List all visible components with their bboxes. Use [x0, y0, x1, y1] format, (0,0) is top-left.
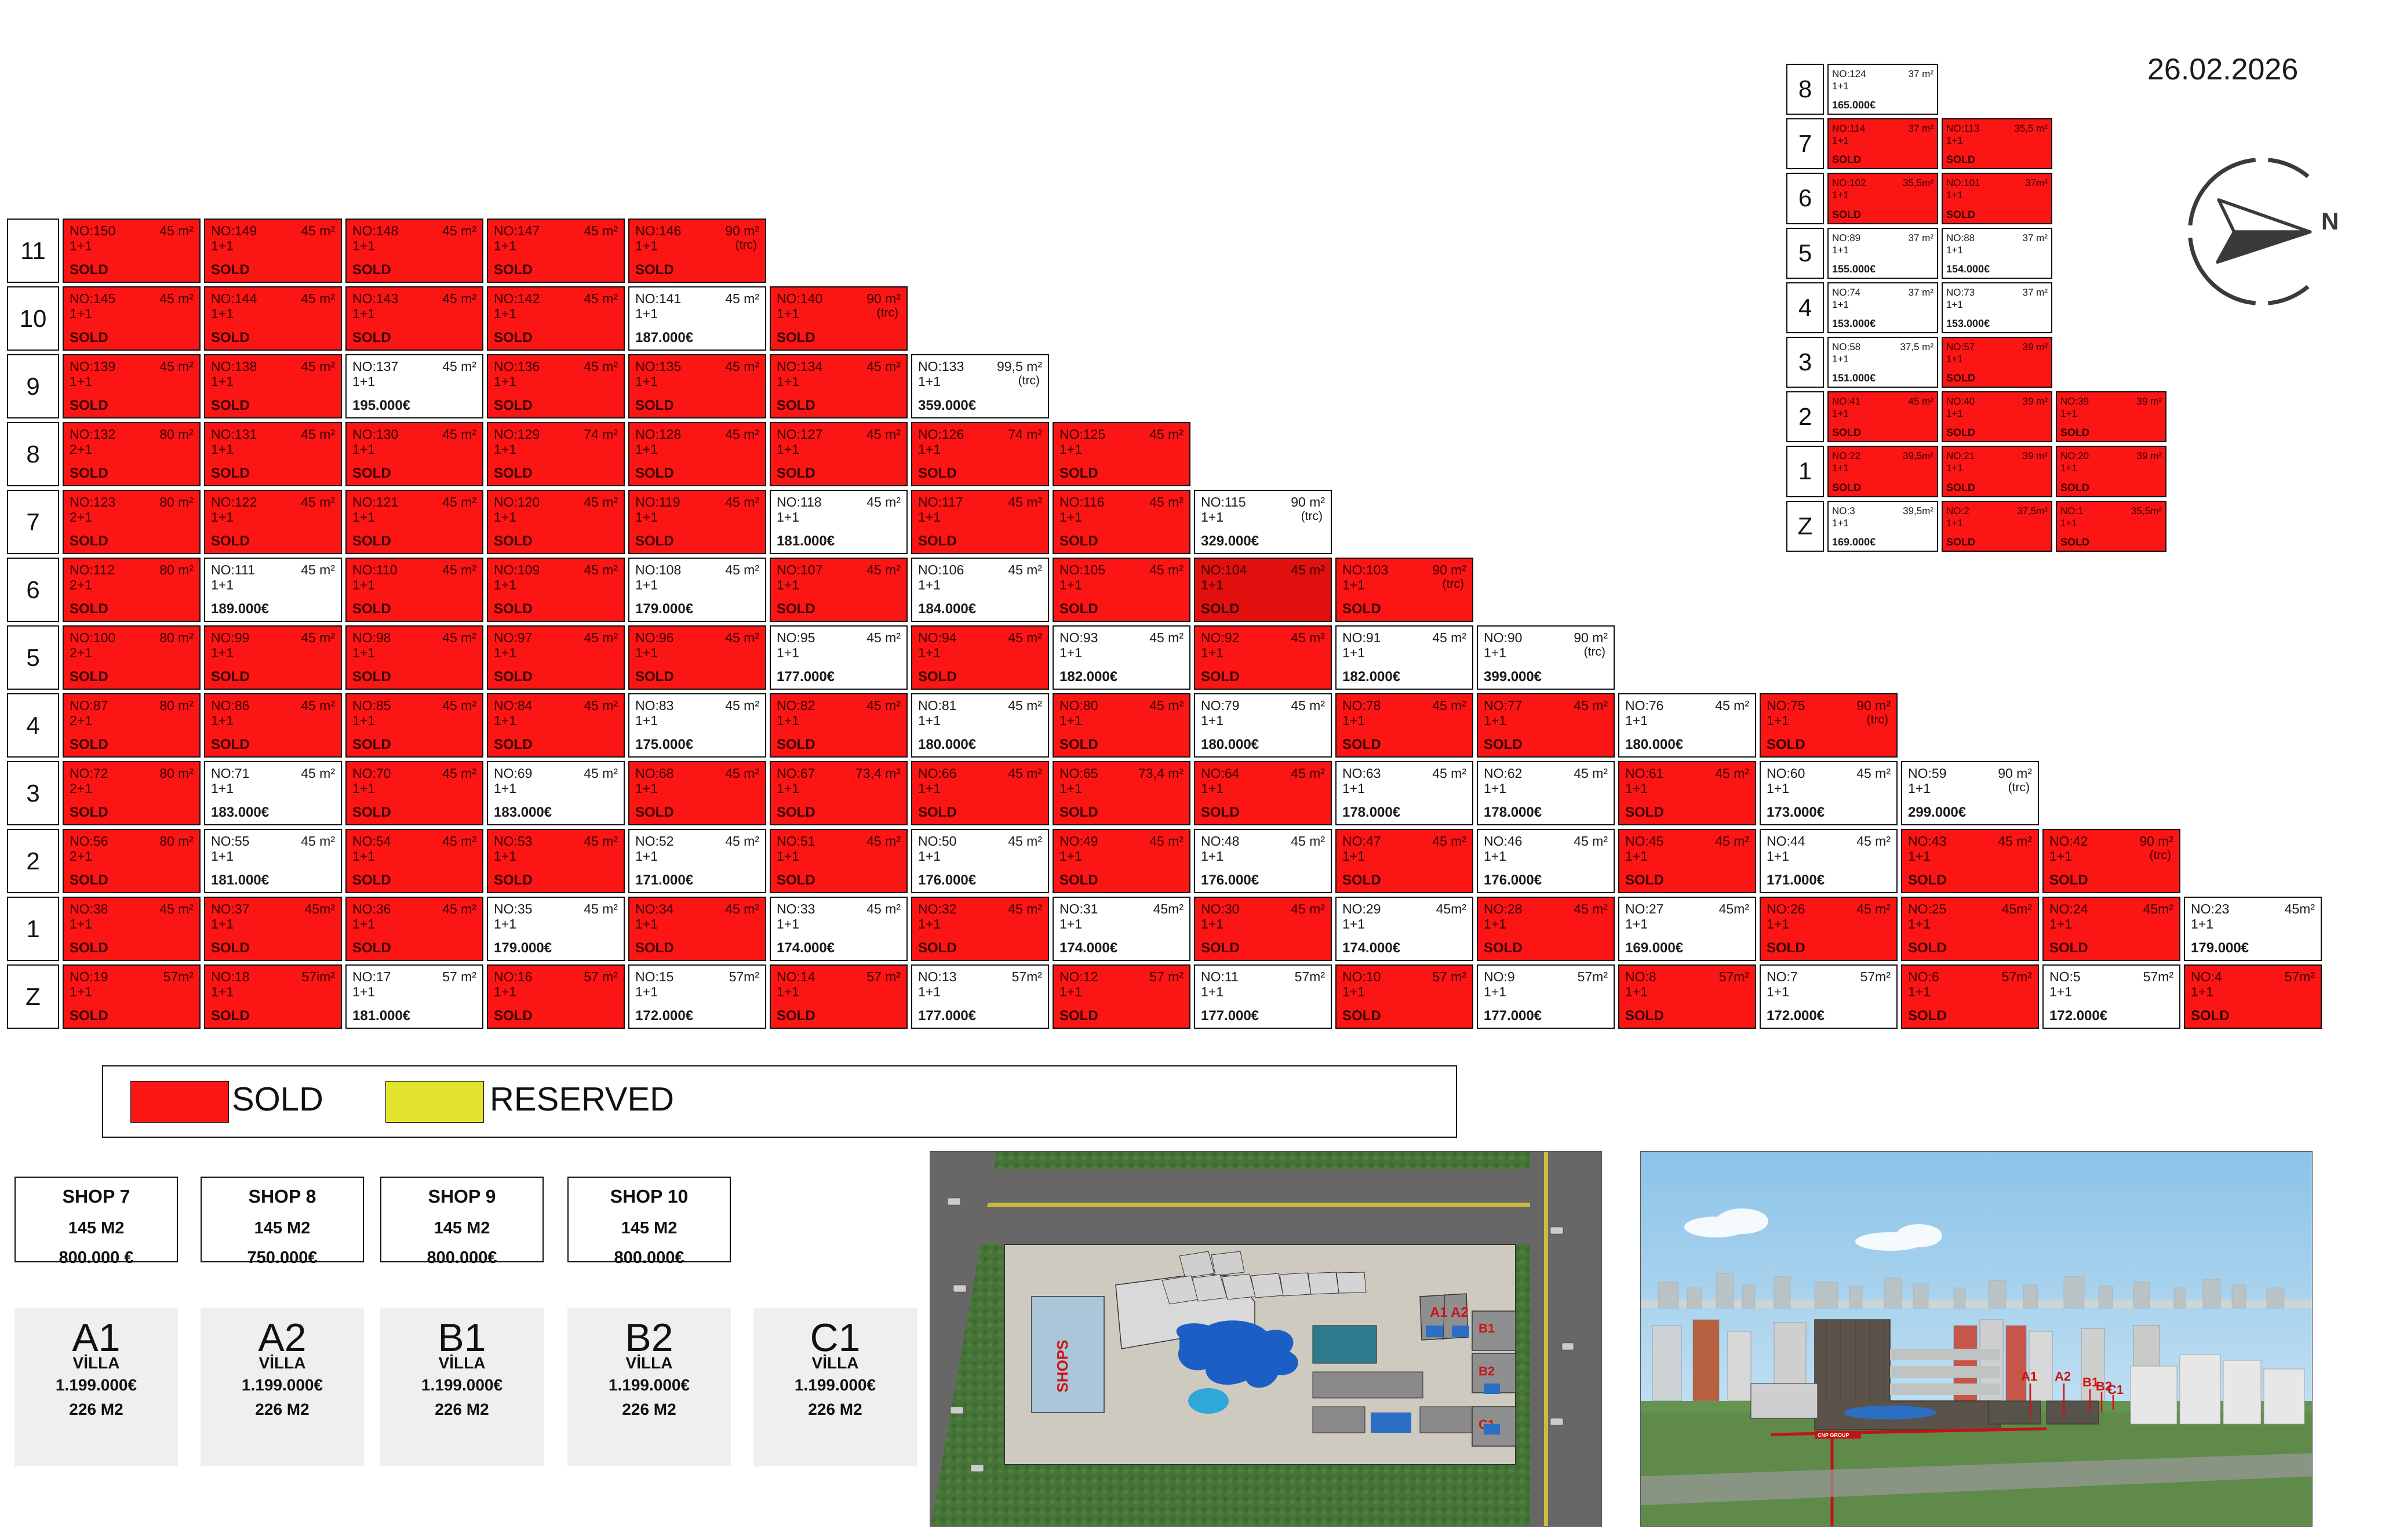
- svg-text:B2: B2: [1479, 1364, 1495, 1378]
- svg-text:A1: A1: [1430, 1305, 1448, 1320]
- svg-text:A2: A2: [1451, 1305, 1469, 1320]
- svg-text:SHOPS: SHOPS: [1054, 1339, 1071, 1392]
- svg-text:A1: A1: [2021, 1369, 2037, 1384]
- svg-text:B1: B1: [1479, 1321, 1495, 1335]
- svg-text:C1: C1: [2107, 1382, 2124, 1397]
- svg-text:CNP GROUP: CNP GROUP: [1818, 1432, 1849, 1438]
- svg-text:A2: A2: [2055, 1369, 2071, 1384]
